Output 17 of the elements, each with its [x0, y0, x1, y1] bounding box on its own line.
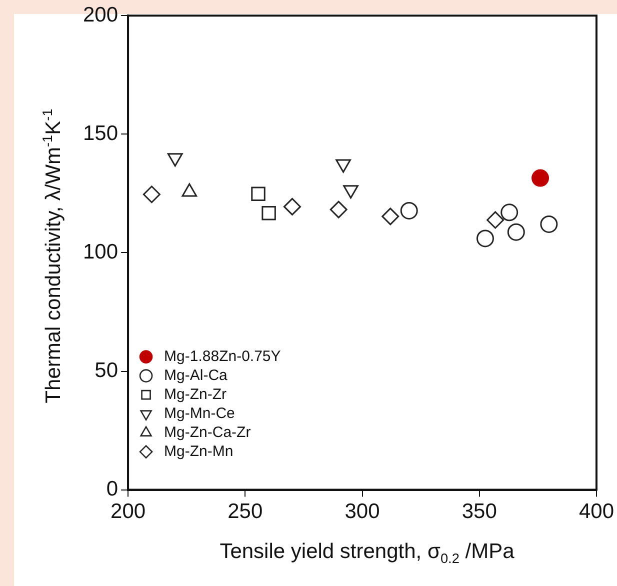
x-tick-label: 200	[110, 500, 146, 524]
legend-label: Mg-Zn-Mn	[164, 442, 234, 460]
y-tick-label: 150	[82, 122, 118, 145]
x-tick-label: 300	[344, 500, 380, 524]
y-tick-label: 0	[106, 478, 118, 501]
x-tick-label: 250	[228, 500, 263, 524]
legend-label: Mg-Mn-Ce	[164, 404, 235, 422]
x-tick-label: 350	[462, 500, 497, 524]
y-tick-label: 200	[82, 3, 118, 26]
y-tick-label: 100	[82, 240, 118, 264]
legend-label: Mg-Zn-Ca-Zr	[164, 424, 251, 441]
legend-label: Mg-Al-Ca	[164, 366, 228, 384]
legend-label: Mg-Zn-Zr	[164, 386, 227, 403]
x-tick-label: 400	[578, 500, 614, 524]
y-tick-label: 50	[94, 359, 118, 382]
x-axis-title: Tensile yield strength, σ$_{0.2}$ /MPa	[218, 540, 516, 566]
legend-label: Mg-1.88Zn-0.75Y	[164, 348, 281, 365]
